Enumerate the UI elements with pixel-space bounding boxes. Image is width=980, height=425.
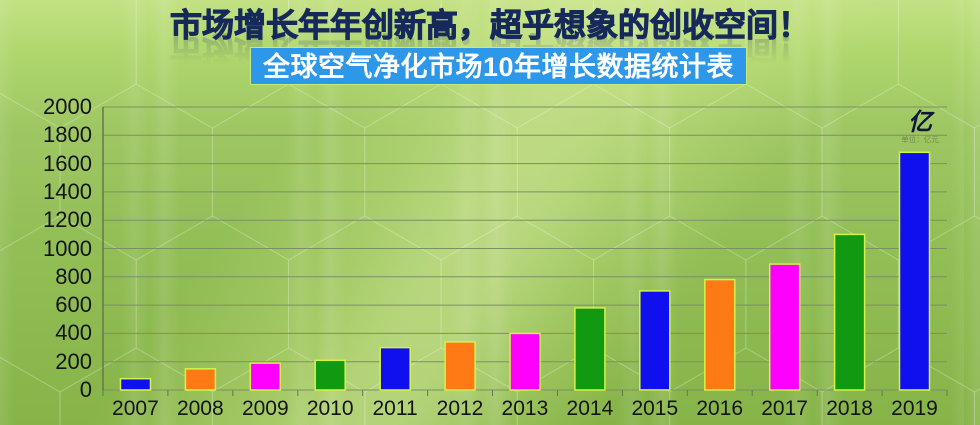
svg-text:亿: 亿 bbox=[908, 109, 935, 136]
svg-text:2015: 2015 bbox=[631, 397, 678, 420]
svg-text:2014: 2014 bbox=[567, 397, 614, 420]
svg-text:单位：亿元: 单位：亿元 bbox=[901, 134, 939, 144]
svg-text:2000: 2000 bbox=[43, 94, 92, 119]
svg-text:2008: 2008 bbox=[177, 397, 224, 420]
svg-text:1800: 1800 bbox=[43, 122, 92, 147]
svg-text:2013: 2013 bbox=[502, 397, 549, 420]
svg-text:200: 200 bbox=[55, 349, 92, 374]
svg-text:2012: 2012 bbox=[437, 397, 484, 420]
svg-text:2011: 2011 bbox=[373, 397, 418, 420]
svg-text:1200: 1200 bbox=[43, 207, 92, 232]
svg-text:400: 400 bbox=[55, 320, 92, 345]
svg-text:0: 0 bbox=[80, 377, 92, 402]
svg-text:800: 800 bbox=[55, 264, 92, 289]
svg-text:1600: 1600 bbox=[43, 151, 92, 176]
svg-text:2007: 2007 bbox=[112, 397, 159, 420]
svg-text:600: 600 bbox=[55, 292, 92, 317]
svg-text:2010: 2010 bbox=[307, 397, 354, 420]
svg-text:1000: 1000 bbox=[43, 236, 92, 261]
svg-text:2009: 2009 bbox=[242, 397, 289, 420]
svg-text:2018: 2018 bbox=[826, 397, 873, 420]
svg-text:1400: 1400 bbox=[43, 179, 92, 204]
svg-text:2016: 2016 bbox=[696, 397, 743, 420]
svg-text:2019: 2019 bbox=[891, 397, 938, 420]
svg-text:2017: 2017 bbox=[761, 397, 808, 420]
